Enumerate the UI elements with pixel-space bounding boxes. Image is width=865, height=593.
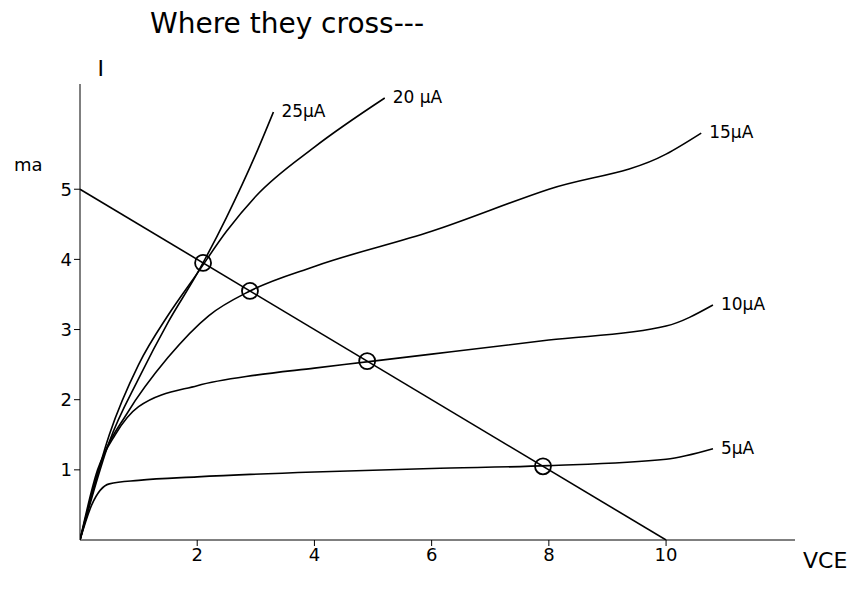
svg-text:10: 10 — [655, 544, 678, 565]
svg-text:4: 4 — [309, 544, 320, 565]
svg-text:VCE: VCE — [803, 548, 847, 573]
svg-text:6: 6 — [426, 544, 437, 565]
svg-text:2: 2 — [191, 544, 202, 565]
svg-text:25μA: 25μA — [281, 101, 325, 121]
svg-text:20 μA: 20 μA — [393, 87, 443, 107]
svg-text:3: 3 — [61, 319, 72, 340]
svg-text:4: 4 — [61, 249, 72, 270]
svg-text:I: I — [98, 56, 105, 81]
svg-text:5: 5 — [61, 179, 72, 200]
svg-text:2: 2 — [61, 389, 72, 410]
svg-text:10μA: 10μA — [721, 294, 765, 314]
html-text:Where they cross---: Where they cross--- — [150, 7, 424, 40]
svg-text:8: 8 — [543, 544, 554, 565]
svg-text:15μA: 15μA — [709, 122, 753, 142]
svg-text:5μA: 5μA — [721, 438, 755, 458]
svg-text:1: 1 — [61, 459, 72, 480]
svg-text:ma: ma — [14, 154, 43, 175]
